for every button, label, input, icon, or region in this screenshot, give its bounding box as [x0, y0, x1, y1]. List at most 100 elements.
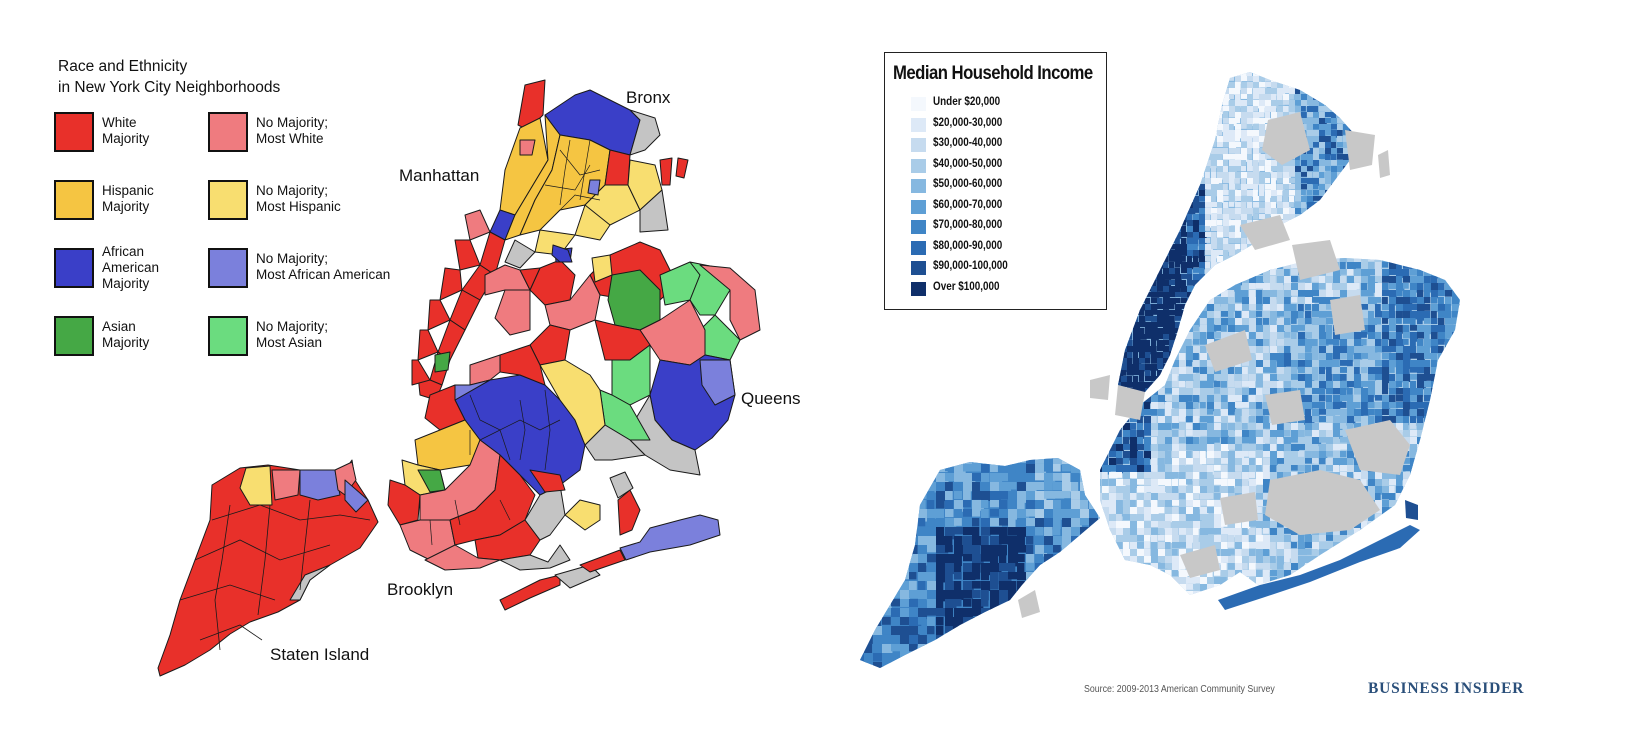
neighborhood-queens	[699, 359, 736, 406]
income-no-data-area	[1345, 420, 1410, 475]
income-no-data-area	[1292, 240, 1340, 280]
income-legend-label: Over $100,000	[933, 280, 1000, 293]
neighborhood-bronx	[519, 139, 536, 156]
neighborhood-brooklyn	[449, 454, 536, 546]
income-no-data-area	[1090, 375, 1110, 400]
race-legend-label-line: Majority	[102, 131, 150, 146]
neighborhood-manhattan	[454, 239, 481, 271]
income-no-data-area	[1262, 112, 1310, 165]
neighborhood-brooklyn	[539, 359, 606, 446]
race-legend-label-line: Majority	[102, 335, 150, 350]
race-ethnicity-map-panel: Race and Ethnicity in New York City Neig…	[54, 56, 801, 677]
income-legend-label: $20,000-30,000	[933, 116, 1003, 129]
neighborhood-rockaway	[579, 549, 626, 573]
neighborhood-queens	[494, 289, 531, 336]
income-legend-swatch	[911, 179, 926, 193]
neighborhood-bronx	[604, 149, 631, 186]
neighborhood-border	[179, 584, 276, 601]
neighborhood-border	[429, 519, 433, 546]
race-legend-label: No Majority; Most Hispanic	[256, 183, 341, 215]
neighborhood-rockaway	[499, 574, 561, 611]
race-legend-label-line: Most Asian	[256, 335, 323, 350]
neighborhood-staten-island	[299, 469, 341, 501]
income-legend-swatch	[911, 220, 926, 234]
neighborhood-staten-island	[344, 479, 369, 513]
neighborhood-brooklyn	[564, 499, 601, 531]
race-legend-label-line: No Majority;	[256, 115, 329, 130]
income-legend-label: $90,000-100,000	[933, 260, 1008, 272]
income-legend-swatch	[911, 261, 926, 275]
race-legend-swatch	[208, 180, 248, 220]
neighborhood-bronx	[675, 157, 689, 179]
race-legend-label: Hispanic Majority	[102, 183, 154, 215]
income-legend: Median Household Income Under $20,000 $20…	[884, 52, 1107, 310]
neighborhood-border	[257, 504, 271, 616]
income-coast	[1405, 500, 1418, 520]
neighborhood-staten-island	[271, 469, 301, 501]
race-legend-label-line: Hispanic	[102, 183, 154, 198]
neighborhood-border	[579, 139, 591, 201]
neighborhood-bronx	[629, 109, 661, 156]
race-legend-label: African American Majority	[102, 244, 159, 292]
race-legend-swatch	[54, 112, 94, 152]
income-no-data-area	[1330, 295, 1365, 335]
neighborhood-queens	[519, 267, 541, 291]
neighborhood-staten-island	[289, 564, 331, 601]
race-legend-swatch	[54, 248, 94, 288]
race-map-title-line2: in New York City Neighborhoods	[58, 79, 281, 96]
race-legend-label: White Majority	[102, 115, 149, 147]
race-legend-label-line: Most Hispanic	[256, 199, 341, 214]
neighborhood-rockaway	[609, 471, 634, 499]
income-legend-swatch	[911, 158, 926, 173]
income-no-data-area	[1265, 470, 1380, 535]
race-legend-label-line: No Majority;	[256, 251, 329, 266]
income-legend-label: Under $20,000	[933, 96, 1001, 108]
neighborhood-border	[499, 499, 511, 521]
neighborhood-border	[199, 624, 263, 641]
neighborhood-manhattan	[434, 351, 451, 373]
income-legend-label: $30,000-40,000	[933, 137, 1003, 149]
neighborhood-border	[469, 394, 561, 431]
race-legend-label: No Majority; Most White	[256, 115, 328, 147]
neighborhood-manhattan	[427, 299, 451, 331]
borough-label-brooklyn: Brooklyn	[387, 580, 454, 599]
race-legend-swatch	[54, 180, 94, 220]
neighborhood-bronx	[574, 204, 611, 241]
income-legend-swatch	[911, 281, 926, 296]
race-legend-label-line: African	[102, 244, 145, 259]
race-legend-label-line: Most White	[256, 131, 324, 146]
income-no-data-area	[1205, 330, 1252, 372]
neighborhood-bronx	[639, 189, 669, 233]
race-legend-label-line: Most African American	[256, 267, 391, 282]
neighborhood-border	[479, 429, 511, 461]
borough-label-manhattan: Manhattan	[399, 166, 480, 185]
neighborhood-rikers	[551, 244, 573, 263]
income-legend-label: $70,000-80,000	[933, 219, 1003, 231]
income-legend-swatch	[911, 117, 926, 132]
race-legend-label-line: No Majority;	[256, 183, 329, 198]
neighborhood-border	[454, 499, 461, 526]
race-legend-label: Asian Majority	[102, 319, 149, 351]
race-map-title: Race and Ethnicity in New York City Neig…	[58, 56, 280, 98]
income-legend-label: $40,000-50,000	[933, 157, 1003, 170]
neighborhood-border	[211, 504, 371, 521]
neighborhood-brooklyn	[469, 354, 501, 386]
income-rockaway	[1218, 525, 1420, 610]
income-no-data-area	[1115, 385, 1145, 420]
neighborhood-bronx	[659, 157, 673, 186]
neighborhood-border	[519, 399, 526, 461]
source-note: Source: 2009-2013 American Community Sur…	[1084, 684, 1275, 695]
race-map-title-line1: Race and Ethnicity	[58, 58, 188, 75]
race-legend-label-line: Majority	[102, 199, 150, 214]
income-legend-swatch	[911, 199, 926, 214]
race-legend-label: No Majority; Most African American	[256, 251, 390, 283]
neighborhood-manhattan	[464, 209, 491, 241]
income-map-panel	[850, 0, 1628, 740]
neighborhood-rockaway	[617, 489, 641, 536]
neighborhood-manhattan	[411, 359, 431, 386]
income-legend-label: $60,000-70,000	[933, 198, 1003, 211]
income-legend-swatch	[911, 138, 926, 152]
neighborhood-border	[544, 389, 551, 471]
neighborhood-border	[194, 539, 331, 561]
income-no-data-area	[1378, 150, 1390, 178]
